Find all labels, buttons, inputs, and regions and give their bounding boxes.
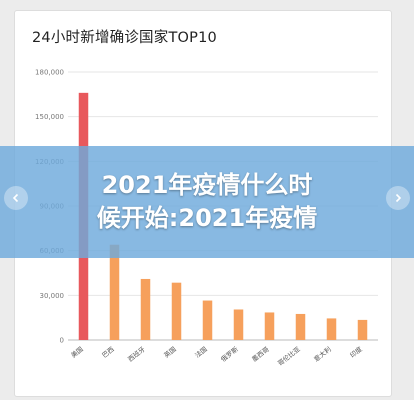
bar[interactable] [109, 244, 120, 340]
x-tick-label: 法国 [193, 344, 209, 359]
chevron-left-icon [12, 193, 19, 203]
prev-button[interactable] [4, 186, 28, 210]
chevron-right-icon [395, 193, 402, 203]
x-tick-label: 美国 [69, 344, 85, 359]
bar[interactable] [357, 319, 368, 340]
overlay-line-1: 2021年疫情什么时 [101, 171, 313, 199]
bar[interactable] [326, 318, 337, 340]
bar[interactable] [264, 312, 275, 340]
x-tick-label: 印度 [348, 344, 364, 359]
x-tick-label: 俄罗斯 [219, 344, 240, 363]
title-overlay-band: 2021年疫情什么时 候开始:2021年疫情 [0, 146, 414, 258]
x-tick-label: 意大利 [312, 344, 333, 363]
chart-title: 24小时新增确诊国家TOP10 [32, 30, 217, 46]
overlay-text: 2021年疫情什么时 候开始:2021年疫情 [0, 146, 414, 258]
bar[interactable] [140, 278, 151, 340]
x-tick-label: 巴西 [101, 345, 117, 360]
next-button[interactable] [386, 186, 410, 210]
y-tick-label: 0 [60, 337, 64, 345]
x-tick-label: 英国 [162, 344, 178, 359]
overlay-line-2: 候开始:2021年疫情 [96, 204, 318, 232]
y-tick-label: 30,000 [40, 292, 65, 300]
bar[interactable] [171, 282, 182, 340]
x-tick-label: 哥伦比亚 [276, 344, 302, 367]
bar[interactable] [295, 313, 306, 340]
x-tick-label: 西班牙 [126, 344, 147, 363]
y-tick-label: 150,000 [35, 113, 64, 121]
bar[interactable] [202, 300, 213, 340]
bar[interactable] [233, 309, 244, 340]
y-tick-label: 180,000 [35, 69, 64, 77]
x-tick-label: 墨西哥 [250, 345, 271, 364]
